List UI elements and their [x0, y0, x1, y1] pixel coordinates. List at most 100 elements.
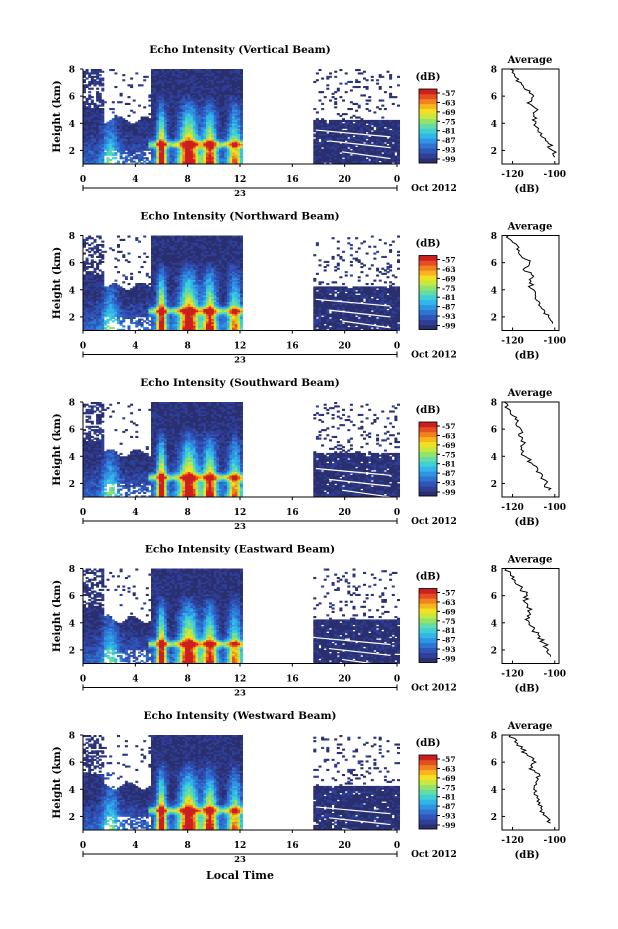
heatmap-cell	[164, 74, 168, 77]
heatmap-cell	[187, 104, 191, 107]
heatmap-cell	[101, 87, 105, 90]
heatmap-cell	[106, 136, 110, 139]
heatmap-cell	[103, 153, 107, 156]
heatmap-cell	[232, 84, 236, 87]
heatmap-cell	[179, 155, 183, 158]
heatmap-cell	[101, 162, 105, 165]
heatmap-cell	[101, 121, 105, 124]
heatmap-cell	[96, 82, 100, 85]
heatmap-cell	[318, 147, 322, 150]
heatmap-cell	[185, 152, 189, 155]
heatmap-cell	[166, 153, 170, 156]
heatmap-cell	[90, 119, 94, 122]
heatmap-cell	[177, 101, 181, 104]
heatmap-cell	[315, 147, 319, 150]
heatmap-cell	[211, 77, 215, 80]
heatmap-cell	[187, 126, 191, 129]
heatmap-cell	[216, 96, 220, 99]
heatmap-cell	[185, 109, 189, 112]
heatmap-cell	[88, 141, 92, 144]
heatmap-cell	[318, 148, 322, 151]
heatmap-cell	[203, 135, 207, 138]
heatmap-cell	[226, 74, 230, 77]
heatmap-cell	[342, 113, 345, 116]
heatmap-cell	[185, 148, 189, 151]
heatmap-cell	[360, 94, 364, 97]
heatmap-cell	[185, 106, 189, 109]
heatmap-cell	[203, 162, 207, 165]
heatmap-cell	[174, 70, 178, 73]
heatmap-cell	[130, 130, 134, 133]
heatmap-cell	[179, 121, 183, 124]
heatmap-cell	[93, 143, 97, 146]
heatmap-cell	[83, 111, 86, 114]
heatmap-cell	[224, 128, 228, 131]
heatmap-cell	[169, 82, 173, 85]
heatmap-cell	[164, 96, 168, 99]
heatmap-cell	[208, 91, 212, 94]
heatmap-cell	[161, 126, 165, 129]
heatmap-cell	[224, 97, 228, 100]
heatmap-cell	[216, 162, 220, 165]
heatmap-cell	[237, 99, 241, 102]
heatmap-cell	[216, 147, 220, 150]
heatmap-cell	[88, 84, 92, 87]
heatmap-cell	[111, 283, 115, 286]
heatmap-cell	[216, 126, 220, 129]
heatmap-cell	[151, 145, 154, 148]
heatmap-cell	[179, 143, 183, 146]
heatmap-cell	[172, 114, 175, 117]
heatmap-cell	[219, 158, 223, 161]
heatmap-cell	[145, 131, 149, 134]
heatmap-cell	[329, 141, 332, 144]
heatmap-cell	[169, 125, 173, 128]
heatmap-cell	[132, 150, 136, 153]
heatmap-cell	[96, 80, 100, 83]
heatmap-cell	[166, 69, 170, 72]
heatmap-cell	[119, 121, 123, 124]
heatmap-cell	[206, 158, 209, 161]
heatmap-cell	[156, 119, 160, 122]
heatmap-cell	[229, 104, 233, 107]
heatmap-cell	[127, 155, 131, 158]
heatmap-cell	[182, 82, 186, 85]
heatmap-cell	[179, 70, 183, 73]
heatmap-cell	[153, 133, 157, 136]
heatmap-cell	[177, 75, 181, 78]
heatmap-cell	[203, 94, 207, 97]
heatmap-cell	[200, 116, 204, 119]
heatmap-cell	[211, 99, 215, 102]
heatmap-cell	[326, 77, 330, 80]
heatmap-cell	[232, 96, 236, 99]
heatmap-cell	[140, 147, 144, 150]
heatmap-cell	[213, 126, 217, 129]
heatmap-cell	[124, 157, 128, 160]
heatmap-cell	[219, 121, 223, 124]
heatmap-cell	[208, 123, 212, 126]
heatmap-cell	[138, 150, 141, 153]
heatmap-cell	[185, 87, 189, 90]
heatmap-cell	[93, 260, 97, 263]
heatmap-cell	[101, 131, 105, 134]
heatmap-cell	[96, 91, 100, 94]
heatmap-cell	[321, 143, 325, 146]
heatmap-cell	[347, 80, 351, 83]
heatmap-cell	[185, 113, 189, 116]
heatmap-cell	[169, 102, 173, 105]
heatmap-cell	[119, 141, 123, 144]
heatmap-cell	[206, 106, 209, 109]
heatmap-cell	[219, 113, 223, 116]
heatmap-cell	[237, 87, 241, 90]
heatmap-cell	[122, 74, 126, 77]
heatmap-cell	[219, 126, 223, 129]
heatmap-cell	[96, 99, 100, 102]
heatmap-cell	[195, 150, 199, 153]
heatmap-cell	[203, 125, 207, 128]
heatmap-cell	[221, 145, 225, 148]
heatmap-cell	[206, 72, 209, 75]
heatmap-cell	[315, 160, 319, 163]
heatmap-cell	[182, 87, 186, 90]
heatmap-cell	[88, 131, 92, 134]
heatmap-cell	[158, 135, 162, 138]
heatmap-cell	[85, 131, 89, 134]
